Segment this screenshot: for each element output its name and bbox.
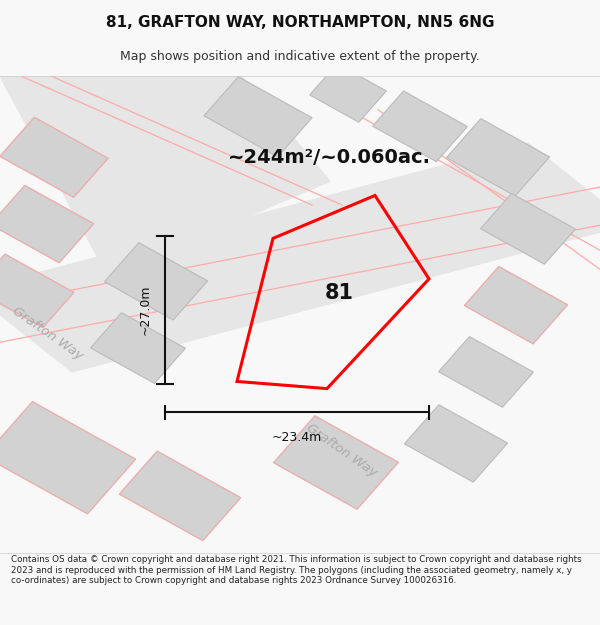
Polygon shape xyxy=(373,91,467,162)
Text: ~27.0m: ~27.0m xyxy=(139,284,152,335)
Text: ~23.4m: ~23.4m xyxy=(272,431,322,444)
Text: Map shows position and indicative extent of the property.: Map shows position and indicative extent… xyxy=(120,49,480,62)
Polygon shape xyxy=(274,416,398,509)
Polygon shape xyxy=(0,402,136,514)
Polygon shape xyxy=(439,336,533,408)
Text: Contains OS data © Crown copyright and database right 2021. This information is : Contains OS data © Crown copyright and d… xyxy=(11,555,581,585)
Polygon shape xyxy=(446,119,550,196)
Text: ~244m²/~0.060ac.: ~244m²/~0.060ac. xyxy=(228,148,431,167)
Text: 81: 81 xyxy=(325,283,353,303)
Polygon shape xyxy=(91,312,185,383)
Text: Grafton Way: Grafton Way xyxy=(304,421,380,480)
Polygon shape xyxy=(0,143,600,372)
Polygon shape xyxy=(104,242,208,320)
Polygon shape xyxy=(204,77,312,157)
Polygon shape xyxy=(464,266,568,344)
Text: 81, GRAFTON WAY, NORTHAMPTON, NN5 6NG: 81, GRAFTON WAY, NORTHAMPTON, NN5 6NG xyxy=(106,15,494,30)
Polygon shape xyxy=(0,52,330,276)
Polygon shape xyxy=(310,64,386,122)
Polygon shape xyxy=(0,254,74,328)
Text: Grafton Way: Grafton Way xyxy=(10,304,86,363)
Polygon shape xyxy=(404,405,508,482)
Polygon shape xyxy=(481,194,575,264)
Polygon shape xyxy=(0,186,94,262)
Polygon shape xyxy=(0,118,108,198)
Polygon shape xyxy=(119,451,241,541)
